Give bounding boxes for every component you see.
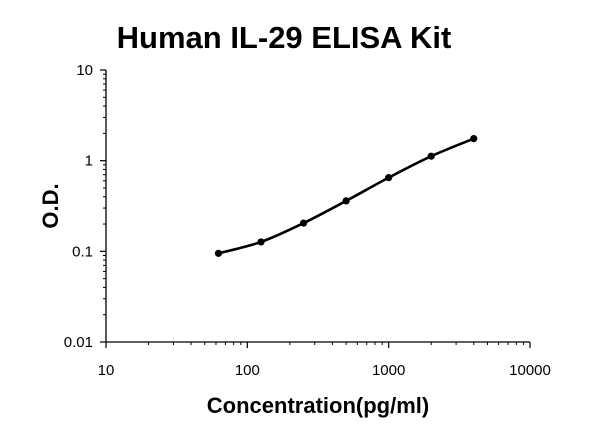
y-tick-label: 0.01 <box>64 334 93 351</box>
y-tick-label: 1 <box>85 153 93 170</box>
data-point <box>299 219 308 227</box>
chart-title: Human IL-29 ELISA Kit <box>117 20 452 55</box>
axes <box>105 70 530 343</box>
x-axis-label: Concentration(pg/ml) <box>207 393 429 418</box>
series-line <box>217 137 476 255</box>
x-tick-label: 10000 <box>509 362 551 379</box>
data-point <box>257 238 265 246</box>
x-tick-label: 1000 <box>372 362 405 379</box>
ticks: 0.01 0.1 1 10 10 100 1000 10000 <box>64 62 551 379</box>
data-point <box>427 152 435 160</box>
plot-area <box>214 135 478 257</box>
y-axis-label: O.D. <box>38 183 63 228</box>
x-tick-label: 100 <box>235 362 260 379</box>
y-tick-label: 0.1 <box>72 243 93 260</box>
data-point <box>470 135 478 143</box>
data-point <box>342 197 350 205</box>
data-point <box>214 249 223 257</box>
data-point <box>385 174 393 182</box>
y-tick-label: 10 <box>76 62 93 79</box>
x-tick-label: 10 <box>98 362 115 379</box>
